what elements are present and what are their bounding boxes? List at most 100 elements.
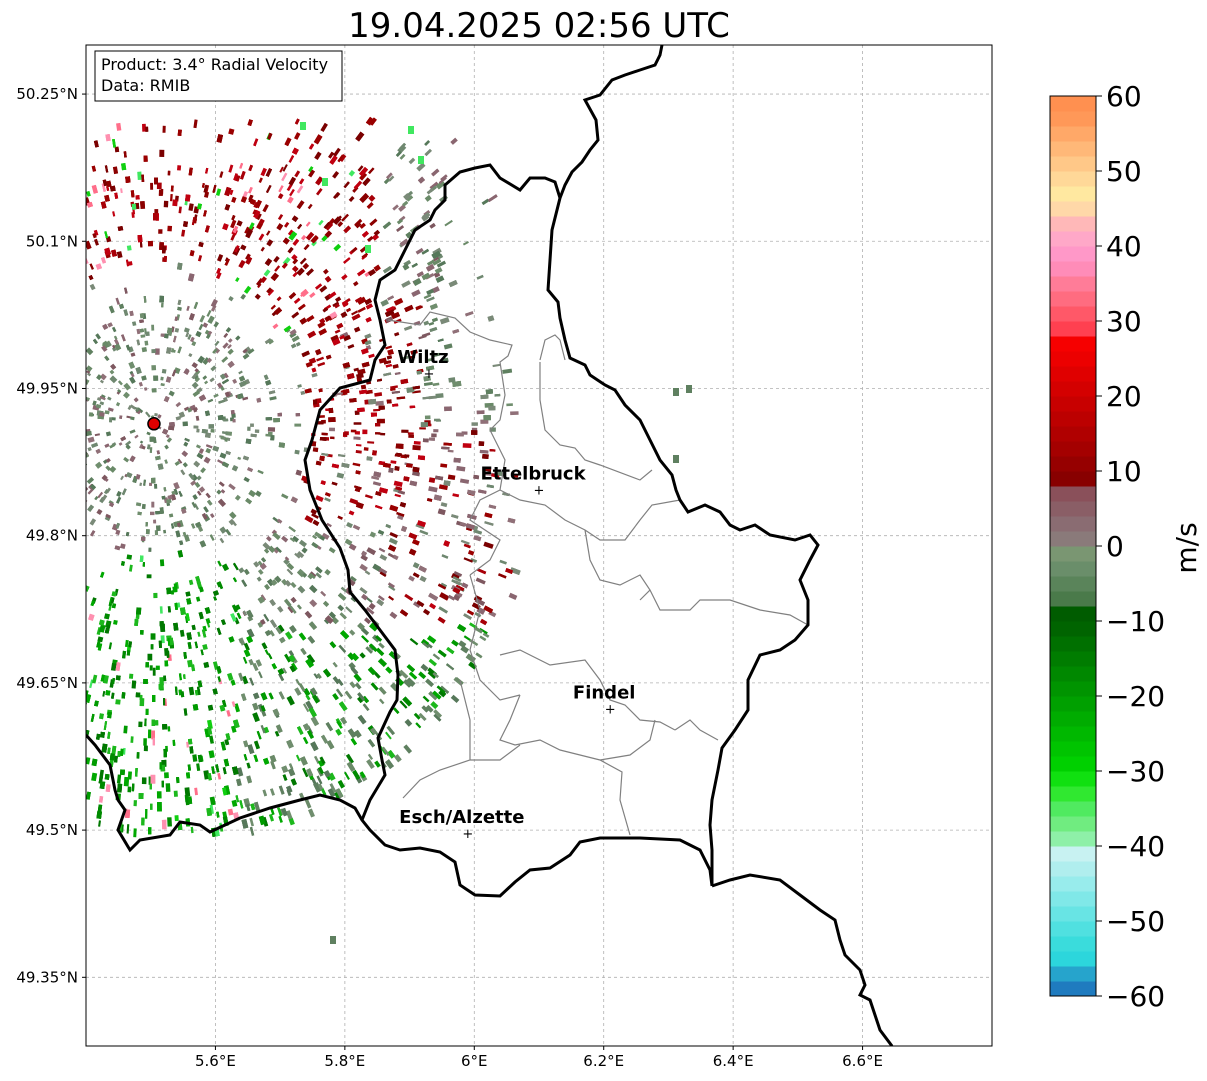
echo-bin [121,692,126,699]
colorbar-tick-label: 60 [1106,80,1142,113]
echo-bin [318,388,323,393]
echo-bin [461,582,469,589]
echo-bin [367,739,376,748]
echo-bin [432,690,442,700]
echo-bin [433,352,440,357]
echo-bin [337,604,345,612]
echo-bin [353,281,359,287]
echo-bin [202,357,210,365]
echo-bin [163,395,170,403]
echo-bin [134,767,138,777]
echo-bin [190,336,195,343]
echo-bin [117,225,124,231]
echo-bin [341,213,349,222]
echo-bin [437,508,446,516]
echo-bin [482,454,489,460]
echo-bin [107,747,111,755]
echo-bin [386,355,393,360]
echo-bin [300,122,306,130]
echo-bin [143,479,146,486]
echo-bin [394,332,400,337]
echo-bin [188,167,193,176]
echo-bin [305,361,313,368]
echo-bin [402,263,410,271]
echo-bin [225,733,231,741]
echo-bin [281,172,288,182]
echo-bin [104,165,109,173]
echo-bin [423,293,432,300]
echo-bin [263,374,269,381]
echo-bin [141,375,147,381]
echo-bin [323,600,330,607]
echo-bin [105,620,112,629]
echo-bin [288,231,298,241]
colorbar-tick-label: 50 [1106,155,1142,188]
echo-bin [452,576,462,582]
echo-bin [301,350,310,358]
echo-bin [119,415,123,419]
echo-bin [177,129,182,136]
echo-bin [324,315,332,322]
echo-bin [335,296,342,303]
echo-bin [394,466,400,471]
echo-bin [135,692,141,698]
echo-bin [308,166,314,173]
x-tick-label: 5.6°E [195,1052,236,1070]
echo-bin [374,504,383,510]
echo-bin [105,465,111,471]
echo-bin [117,783,123,793]
echo-bin [408,157,416,165]
echo-bin [266,535,272,542]
echo-bin [375,432,381,435]
echo-bin [267,339,274,345]
echo-bin [446,663,455,671]
echo-bin [135,195,140,200]
echo-bin [209,513,215,519]
echo-bin [429,326,438,332]
echo-bin [434,418,440,422]
echo-bin [456,432,464,437]
echo-bin [150,774,156,784]
echo-bin [171,590,174,595]
echo-bin [429,223,436,229]
echo-bin [246,775,253,784]
echo-bin [474,611,482,618]
echo-bin [109,369,115,375]
echo-bin [309,573,316,579]
echo-bin [109,185,116,192]
echo-bin [372,481,382,487]
echo-bin [125,444,131,450]
echo-bin [245,498,252,505]
echo-bin [287,606,294,614]
echo-bin [294,118,300,125]
echo-bin [393,707,400,714]
echo-bin [296,551,305,559]
echo-bin [402,200,409,207]
echo-bin [233,703,241,713]
echo-bin [498,573,507,579]
echo-bin [145,529,150,535]
echo-bin [325,354,332,360]
echo-bin [193,301,199,310]
echo-bin [385,524,392,529]
echo-bin [161,780,165,788]
echo-bin [253,740,261,750]
echo-bin [309,292,316,298]
echo-bin [177,262,183,271]
echo-bin [351,310,358,316]
echo-bin [263,757,270,765]
echo-bin [202,644,208,651]
echo-bin [104,443,110,448]
echo-bin [377,529,385,536]
echo-bin [367,235,374,243]
echo-bin [364,333,372,340]
echo-bin [236,612,242,619]
echo-bin [101,474,108,481]
echo-bin [250,198,256,205]
echo-bin [389,611,398,619]
echo-bin [276,223,284,231]
echo-bin [261,710,267,717]
y-tick-label: 49.8°N [26,527,78,545]
echo-bin [333,243,342,252]
echo-bin [99,781,106,790]
